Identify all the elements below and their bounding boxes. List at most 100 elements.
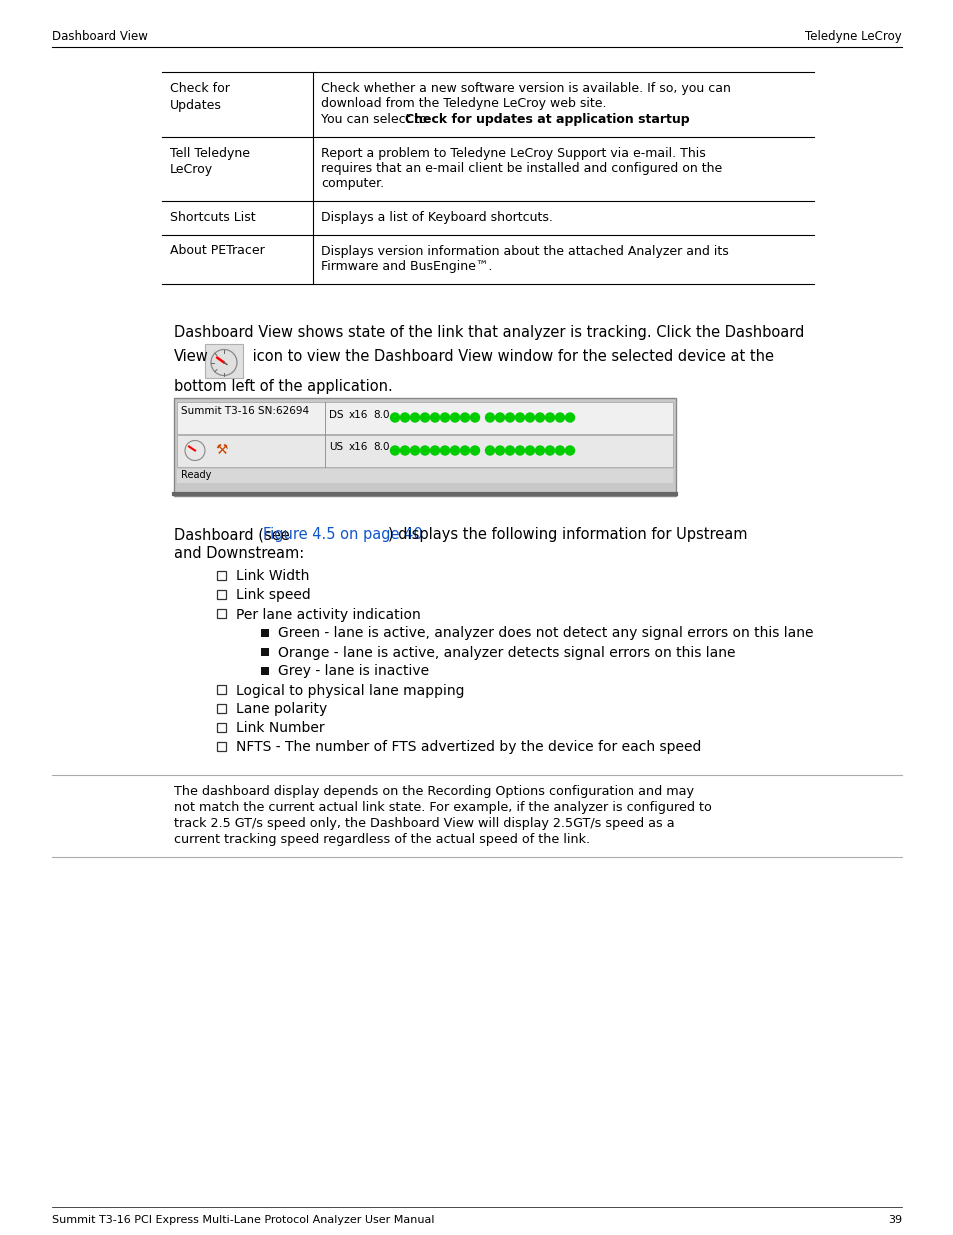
Text: Orange - lane is active, analyzer detects signal errors on this lane: Orange - lane is active, analyzer detect… xyxy=(277,646,735,659)
Bar xyxy=(177,468,672,483)
Circle shape xyxy=(565,446,574,454)
Circle shape xyxy=(505,412,514,422)
Bar xyxy=(261,629,269,636)
Circle shape xyxy=(410,412,419,422)
Circle shape xyxy=(400,412,409,422)
Text: Displays a list of Keyboard shortcuts.: Displays a list of Keyboard shortcuts. xyxy=(320,211,553,224)
Text: View: View xyxy=(173,350,209,364)
Bar xyxy=(216,571,226,579)
Text: requires that an e-mail client be installed and configured on the: requires that an e-mail client be instal… xyxy=(320,162,721,175)
Text: About PETracer: About PETracer xyxy=(170,245,265,258)
Bar xyxy=(216,589,226,599)
Bar xyxy=(205,343,243,378)
Circle shape xyxy=(430,412,439,422)
Circle shape xyxy=(390,446,399,454)
Circle shape xyxy=(565,412,574,422)
Circle shape xyxy=(495,446,504,454)
Text: icon to view the Dashboard View window for the selected device at the: icon to view the Dashboard View window f… xyxy=(248,350,773,364)
Text: Dashboard View: Dashboard View xyxy=(52,30,148,43)
Circle shape xyxy=(410,446,419,454)
Text: Teledyne LeCroy: Teledyne LeCroy xyxy=(804,30,901,43)
Text: x16: x16 xyxy=(349,442,368,452)
Circle shape xyxy=(515,446,524,454)
Text: current tracking speed regardless of the actual speed of the link.: current tracking speed regardless of the… xyxy=(173,832,590,846)
Text: Shortcuts List: Shortcuts List xyxy=(170,211,255,224)
Text: Dashboard (see: Dashboard (see xyxy=(173,527,294,542)
Text: x16: x16 xyxy=(349,410,368,420)
Circle shape xyxy=(450,412,459,422)
Circle shape xyxy=(515,412,524,422)
Circle shape xyxy=(450,446,459,454)
Circle shape xyxy=(495,412,504,422)
Text: and Downstream:: and Downstream: xyxy=(173,547,304,562)
Text: Green - lane is active, analyzer does not detect any signal errors on this lane: Green - lane is active, analyzer does no… xyxy=(277,626,813,641)
Bar xyxy=(177,401,672,433)
Text: Figure 4.5 on page 40: Figure 4.5 on page 40 xyxy=(263,527,422,542)
Text: Grey - lane is inactive: Grey - lane is inactive xyxy=(277,664,429,678)
Text: Lane polarity: Lane polarity xyxy=(235,703,327,716)
Text: Report a problem to Teledyne LeCroy Support via e-mail. This: Report a problem to Teledyne LeCroy Supp… xyxy=(320,147,705,159)
Circle shape xyxy=(525,446,534,454)
Circle shape xyxy=(545,446,554,454)
Text: Check whether a new software version is available. If so, you can: Check whether a new software version is … xyxy=(320,82,730,95)
Text: Displays version information about the attached Analyzer and its: Displays version information about the a… xyxy=(320,245,728,258)
Circle shape xyxy=(555,412,564,422)
Circle shape xyxy=(430,446,439,454)
Text: NFTS - The number of FTS advertized by the device for each speed: NFTS - The number of FTS advertized by t… xyxy=(235,741,700,755)
Text: bottom left of the application.: bottom left of the application. xyxy=(173,379,393,394)
Circle shape xyxy=(440,446,449,454)
Text: not match the current actual link state. For example, if the analyzer is configu: not match the current actual link state.… xyxy=(173,800,711,814)
Text: computer.: computer. xyxy=(320,178,384,190)
Bar xyxy=(216,722,226,731)
Circle shape xyxy=(460,412,469,422)
Circle shape xyxy=(460,446,469,454)
Bar xyxy=(216,684,226,694)
Text: Summit T3-16 PCI Express Multi-Lane Protocol Analyzer User Manual: Summit T3-16 PCI Express Multi-Lane Prot… xyxy=(52,1215,434,1225)
Text: Link Number: Link Number xyxy=(235,721,324,736)
Circle shape xyxy=(420,446,429,454)
Circle shape xyxy=(535,412,544,422)
Bar xyxy=(173,398,676,495)
Bar xyxy=(216,609,226,618)
Text: Per lane activity indication: Per lane activity indication xyxy=(235,608,420,621)
Text: Link Width: Link Width xyxy=(235,569,309,583)
Text: Summit T3-16 SN:62694: Summit T3-16 SN:62694 xyxy=(181,405,309,415)
Text: Check for updates at application startup: Check for updates at application startup xyxy=(405,112,689,126)
Circle shape xyxy=(505,446,514,454)
Circle shape xyxy=(485,446,494,454)
Text: 8.0: 8.0 xyxy=(373,442,389,452)
Text: download from the Teledyne LeCroy web site.: download from the Teledyne LeCroy web si… xyxy=(320,98,606,110)
Circle shape xyxy=(440,412,449,422)
Text: Firmware and BusEngine™.: Firmware and BusEngine™. xyxy=(320,261,492,273)
Text: DS: DS xyxy=(329,410,343,420)
Text: Ready: Ready xyxy=(181,469,212,479)
Circle shape xyxy=(525,412,534,422)
Text: Tell Teledyne
LeCroy: Tell Teledyne LeCroy xyxy=(170,147,250,177)
Text: You can select to: You can select to xyxy=(320,112,431,126)
Text: Dashboard View shows state of the link that analyzer is tracking. Click the Dash: Dashboard View shows state of the link t… xyxy=(173,326,803,341)
Bar xyxy=(216,704,226,713)
Circle shape xyxy=(420,412,429,422)
Circle shape xyxy=(555,446,564,454)
Text: The dashboard display depends on the Recording Options configuration and may: The dashboard display depends on the Rec… xyxy=(173,784,693,798)
Text: US: US xyxy=(329,442,343,452)
Bar xyxy=(261,667,269,674)
Text: Logical to physical lane mapping: Logical to physical lane mapping xyxy=(235,683,464,698)
Text: ⚒: ⚒ xyxy=(214,442,227,457)
Text: track 2.5 GT/s speed only, the Dashboard View will display 2.5GT/s speed as a: track 2.5 GT/s speed only, the Dashboard… xyxy=(173,816,674,830)
Text: Link speed: Link speed xyxy=(235,589,311,603)
Circle shape xyxy=(400,446,409,454)
Bar xyxy=(216,741,226,751)
Text: ) displays the following information for Upstream: ) displays the following information for… xyxy=(387,527,746,542)
Circle shape xyxy=(470,412,479,422)
Circle shape xyxy=(545,412,554,422)
Circle shape xyxy=(535,446,544,454)
Text: 39: 39 xyxy=(887,1215,901,1225)
Text: 8.0: 8.0 xyxy=(373,410,389,420)
Circle shape xyxy=(470,446,479,454)
Text: Check for
Updates: Check for Updates xyxy=(170,82,230,111)
Circle shape xyxy=(485,412,494,422)
Bar xyxy=(261,647,269,656)
Circle shape xyxy=(390,412,399,422)
Bar xyxy=(177,435,672,467)
